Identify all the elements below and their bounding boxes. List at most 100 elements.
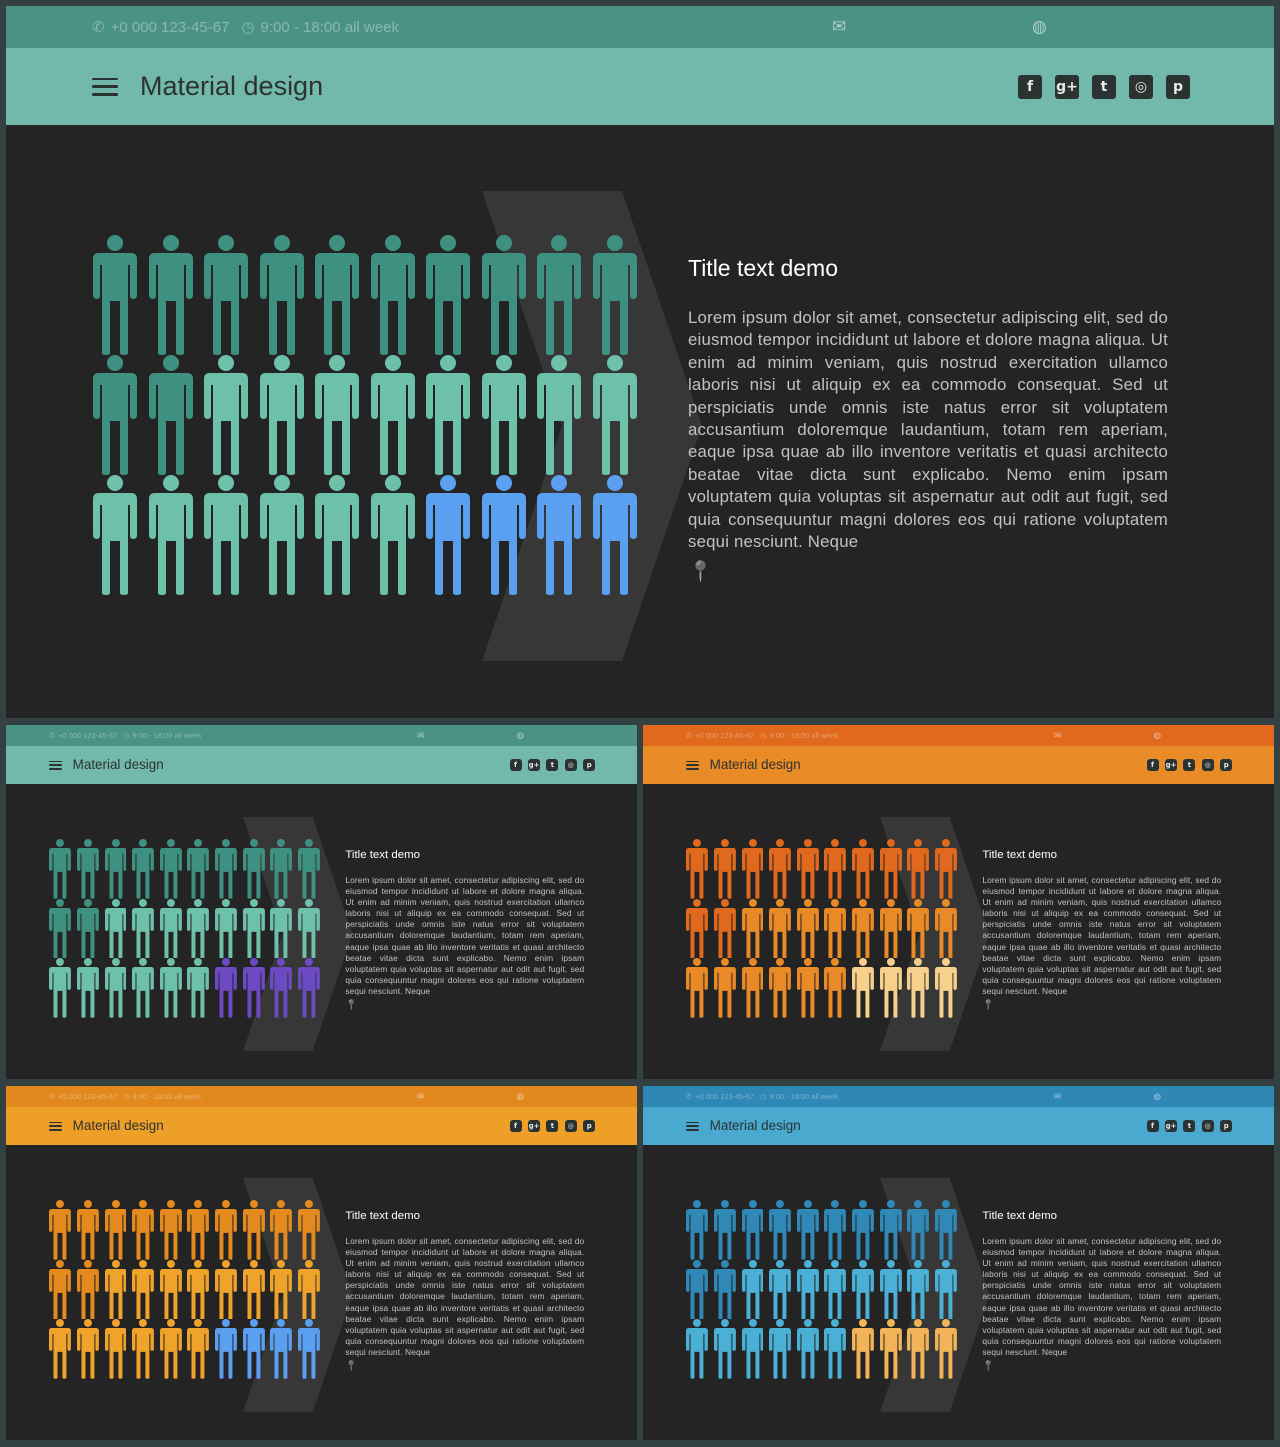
person-icon	[204, 235, 248, 355]
pinterest-icon[interactable]: p	[1220, 1120, 1233, 1132]
brand-title[interactable]: Material design	[709, 1117, 801, 1133]
person-icon	[159, 1259, 182, 1320]
instagram-icon[interactable]: ◎	[564, 759, 577, 771]
person-icon	[132, 1199, 155, 1260]
opening-hours: 9:00 - 18:00 all week	[132, 730, 202, 740]
person-icon	[297, 838, 320, 899]
person-icon	[907, 838, 930, 899]
pin-icon: 📍	[982, 1361, 995, 1373]
mail-icon[interactable]: ✉	[417, 730, 425, 740]
person-icon	[242, 898, 265, 959]
brand-title[interactable]: Material design	[72, 1117, 164, 1133]
facebook-icon[interactable]: f	[509, 759, 522, 771]
instagram-icon[interactable]: ◎	[564, 1120, 577, 1132]
person-icon	[537, 475, 581, 595]
menu-icon[interactable]	[48, 760, 62, 770]
pinterest-icon[interactable]: p	[1166, 74, 1190, 99]
pictogram-grid	[686, 838, 962, 1019]
menu-icon[interactable]	[685, 1121, 699, 1131]
content-area: Title text demo Lorem ipsum dolor sit ame…	[6, 784, 637, 1079]
person-icon	[104, 898, 127, 959]
globe-icon[interactable]: ◍	[516, 730, 524, 740]
contact-info: ✆ +0 000 123-45-67 ◷ 9:00 - 18:00 all week	[49, 725, 202, 746]
person-icon	[769, 1319, 792, 1380]
person-icon	[824, 1259, 847, 1320]
person-icon	[934, 1259, 957, 1320]
person-icon	[93, 355, 137, 475]
person-icon	[686, 1199, 709, 1260]
globe-icon[interactable]: ◍	[516, 1091, 524, 1101]
mail-icon[interactable]: ✉	[832, 17, 847, 36]
twitter-icon[interactable]: t	[546, 1120, 559, 1132]
twitter-icon[interactable]: t	[546, 759, 559, 771]
chevron-decoration	[242, 1178, 353, 1412]
twitter-icon[interactable]: t	[1092, 74, 1116, 99]
person-icon	[426, 475, 470, 595]
menu-icon[interactable]	[92, 77, 118, 96]
globe-icon[interactable]: ◍	[1153, 1091, 1161, 1101]
person-icon	[242, 1259, 265, 1320]
pinterest-icon[interactable]: p	[1220, 759, 1233, 771]
phone-number: +0 000 123-45-67	[110, 18, 230, 36]
instagram-icon[interactable]: ◎	[1201, 1120, 1214, 1132]
person-icon	[796, 1259, 819, 1320]
person-icon	[537, 355, 581, 475]
facebook-icon[interactable]: f	[509, 1120, 522, 1132]
content-title: Title text demo	[345, 1209, 420, 1222]
person-icon	[851, 1319, 874, 1380]
social-links: f g+ t ◎ p	[1018, 74, 1190, 99]
slide: ✆ +0 000 123-45-67 ◷ 9:00 - 18:00 all week ✉…	[6, 6, 1274, 718]
twitter-icon[interactable]: t	[1183, 1120, 1196, 1132]
slide: ✆ +0 000 123-45-67 ◷ 9:00 - 18:00 all week ✉…	[643, 1086, 1274, 1440]
mail-icon[interactable]: ✉	[417, 1091, 425, 1101]
menu-icon[interactable]	[48, 1121, 62, 1131]
person-icon	[214, 958, 237, 1019]
person-icon	[187, 1199, 210, 1260]
pictogram-grid	[686, 1199, 962, 1380]
content-body: Lorem ipsum dolor sit amet, consectetur …	[345, 874, 585, 997]
person-icon	[76, 1319, 99, 1380]
instagram-icon[interactable]: ◎	[1201, 759, 1214, 771]
pinterest-icon[interactable]: p	[583, 759, 596, 771]
top-info-bar: ✆ +0 000 123-45-67 ◷ 9:00 - 18:00 all week ✉…	[6, 1086, 637, 1107]
mail-icon[interactable]: ✉	[1054, 1091, 1062, 1101]
mail-icon[interactable]: ✉	[1054, 730, 1062, 740]
person-icon	[132, 1259, 155, 1320]
phone-number: +0 000 123-45-67	[695, 1091, 755, 1101]
person-icon	[370, 355, 415, 475]
menu-icon[interactable]	[685, 760, 699, 770]
person-icon	[49, 1319, 72, 1380]
globe-icon[interactable]: ◍	[1153, 730, 1161, 740]
globe-icon[interactable]: ◍	[1032, 17, 1047, 36]
slide: ✆ +0 000 123-45-67 ◷ 9:00 - 18:00 all week ✉…	[6, 1086, 637, 1440]
pinterest-icon[interactable]: p	[583, 1120, 596, 1132]
google-plus-icon[interactable]: g+	[528, 759, 540, 771]
person-icon	[481, 235, 526, 355]
brand-title[interactable]: Material design	[140, 71, 324, 101]
brand-title[interactable]: Material design	[709, 756, 801, 772]
phone-icon: ✆	[48, 730, 56, 740]
brand-title[interactable]: Material design	[72, 756, 164, 772]
opening-hours: 9:00 - 18:00 all week	[769, 1091, 839, 1101]
person-icon	[741, 898, 764, 959]
content-area: Title text demo Lorem ipsum dolor sit ame…	[6, 125, 1274, 718]
chevron-decoration	[879, 817, 990, 1051]
instagram-icon[interactable]: ◎	[1129, 74, 1153, 99]
person-icon	[132, 898, 155, 959]
person-icon	[824, 1319, 847, 1380]
google-plus-icon[interactable]: g+	[1165, 759, 1177, 771]
person-icon	[159, 898, 182, 959]
person-icon	[426, 235, 470, 355]
top-info-bar: ✆ +0 000 123-45-67 ◷ 9:00 - 18:00 all week ✉…	[643, 725, 1274, 746]
person-icon	[49, 1199, 72, 1260]
google-plus-icon[interactable]: g+	[1055, 74, 1079, 99]
facebook-icon[interactable]: f	[1018, 74, 1042, 99]
person-icon	[76, 1199, 99, 1260]
google-plus-icon[interactable]: g+	[528, 1120, 540, 1132]
google-plus-icon[interactable]: g+	[1165, 1120, 1177, 1132]
person-icon	[214, 1319, 237, 1380]
facebook-icon[interactable]: f	[1146, 759, 1159, 771]
facebook-icon[interactable]: f	[1146, 1120, 1159, 1132]
person-icon	[851, 1199, 874, 1260]
twitter-icon[interactable]: t	[1183, 759, 1196, 771]
